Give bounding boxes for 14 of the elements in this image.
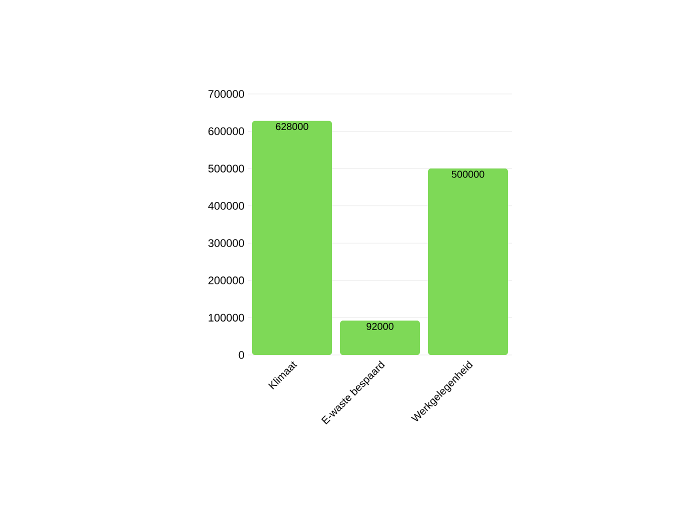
y-tick-label: 100000 xyxy=(208,314,244,322)
y-tick-label: 600000 xyxy=(208,127,244,136)
bar xyxy=(340,320,420,355)
y-tick-label: 300000 xyxy=(208,239,244,248)
y-tick-label: 700000 xyxy=(208,90,244,98)
y-tick-label: 400000 xyxy=(208,202,244,210)
data-label: 500000 xyxy=(452,170,484,178)
y-tick-label: 0 xyxy=(238,351,244,359)
y-tick-label: 200000 xyxy=(208,276,244,284)
bar xyxy=(428,168,508,355)
bar xyxy=(252,120,332,355)
y-tick-label: 500000 xyxy=(208,164,244,172)
data-label: 628000 xyxy=(276,123,308,130)
data-label: 92000 xyxy=(366,322,394,330)
